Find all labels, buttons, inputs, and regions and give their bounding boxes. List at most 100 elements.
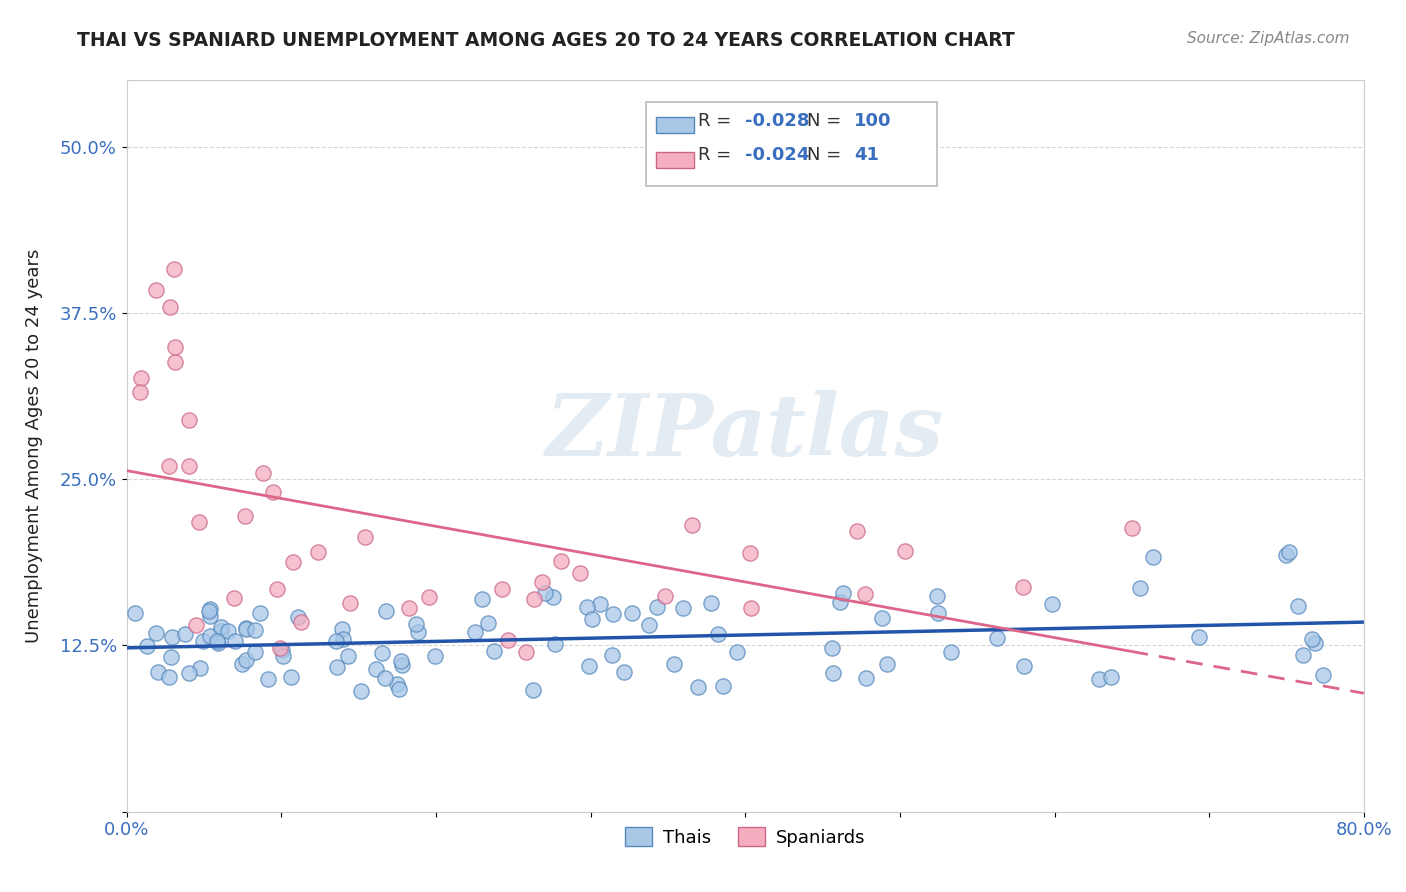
- Point: [179, 459, 201, 474]
- Point: [1312, 668, 1334, 682]
- Point: [146, 665, 169, 680]
- Point: [620, 606, 643, 620]
- Point: [738, 546, 761, 560]
- Point: [831, 585, 853, 599]
- Point: [1040, 597, 1063, 611]
- Point: [522, 682, 544, 697]
- Point: [198, 609, 221, 624]
- Point: [523, 592, 546, 607]
- Point: [129, 371, 152, 385]
- Point: [235, 508, 257, 523]
- Text: R =: R =: [699, 112, 737, 129]
- Point: [581, 612, 603, 626]
- Point: [533, 586, 555, 600]
- Text: R =: R =: [699, 146, 737, 164]
- Point: [287, 610, 309, 624]
- Point: [894, 544, 917, 558]
- Point: [330, 622, 353, 636]
- Point: [1286, 599, 1309, 613]
- Point: [482, 644, 505, 658]
- Point: [307, 545, 329, 559]
- Point: [602, 607, 624, 622]
- Text: -0.024: -0.024: [745, 146, 810, 164]
- Point: [740, 600, 762, 615]
- Point: [637, 618, 659, 632]
- Point: [209, 620, 232, 634]
- Point: [578, 658, 600, 673]
- Point: [515, 645, 537, 659]
- Point: [252, 466, 274, 480]
- Point: [876, 657, 898, 672]
- Text: N =: N =: [807, 146, 846, 164]
- Point: [339, 596, 361, 610]
- Point: [163, 355, 186, 369]
- Point: [846, 524, 869, 538]
- Text: ZIPatlas: ZIPatlas: [546, 390, 945, 473]
- Point: [645, 599, 668, 614]
- Point: [681, 517, 703, 532]
- Point: [941, 644, 963, 658]
- Point: [177, 413, 200, 427]
- Point: [145, 283, 167, 297]
- Point: [1275, 548, 1298, 562]
- Point: [217, 624, 239, 638]
- FancyBboxPatch shape: [657, 152, 695, 168]
- Point: [186, 618, 208, 632]
- FancyBboxPatch shape: [647, 103, 936, 186]
- Point: [391, 658, 413, 673]
- Point: [354, 530, 377, 544]
- Point: [541, 590, 564, 604]
- Y-axis label: Unemployment Among Ages 20 to 24 years: Unemployment Among Ages 20 to 24 years: [25, 249, 42, 643]
- Point: [477, 615, 499, 630]
- Point: [389, 653, 412, 667]
- Point: [262, 485, 284, 500]
- Point: [423, 649, 446, 664]
- Point: [388, 682, 411, 697]
- Point: [224, 591, 246, 606]
- Point: [249, 607, 271, 621]
- Point: [231, 657, 253, 672]
- Point: [145, 625, 167, 640]
- Point: [531, 574, 554, 589]
- Point: [1129, 581, 1152, 595]
- Point: [188, 661, 211, 675]
- Point: [209, 624, 232, 639]
- Point: [589, 597, 612, 611]
- Point: [374, 671, 396, 685]
- Point: [198, 604, 221, 618]
- Point: [1278, 545, 1301, 559]
- Point: [821, 640, 844, 655]
- Point: [269, 640, 291, 655]
- Point: [1012, 658, 1035, 673]
- Text: THAI VS SPANIARD UNEMPLOYMENT AMONG AGES 20 TO 24 YEARS CORRELATION CHART: THAI VS SPANIARD UNEMPLOYMENT AMONG AGES…: [77, 31, 1015, 50]
- Point: [257, 672, 280, 686]
- Point: [569, 566, 592, 580]
- Point: [600, 648, 623, 662]
- Point: [398, 601, 420, 615]
- Point: [165, 340, 187, 354]
- Point: [725, 645, 748, 659]
- Point: [828, 595, 851, 609]
- Point: [576, 599, 599, 614]
- Point: [364, 662, 387, 676]
- Point: [821, 665, 844, 680]
- Point: [699, 596, 721, 610]
- Point: [464, 624, 486, 639]
- Text: 100: 100: [853, 112, 891, 129]
- Point: [157, 459, 180, 474]
- Point: [326, 660, 349, 674]
- Point: [613, 665, 636, 680]
- Point: [855, 671, 877, 685]
- Point: [662, 657, 685, 672]
- Point: [418, 591, 440, 605]
- Point: [235, 653, 257, 667]
- Point: [543, 637, 565, 651]
- Point: [135, 640, 157, 654]
- FancyBboxPatch shape: [657, 117, 695, 134]
- Point: [193, 634, 215, 648]
- Point: [471, 592, 494, 607]
- Point: [491, 582, 513, 596]
- Point: [385, 676, 408, 690]
- Point: [1011, 580, 1033, 594]
- Point: [1188, 630, 1211, 644]
